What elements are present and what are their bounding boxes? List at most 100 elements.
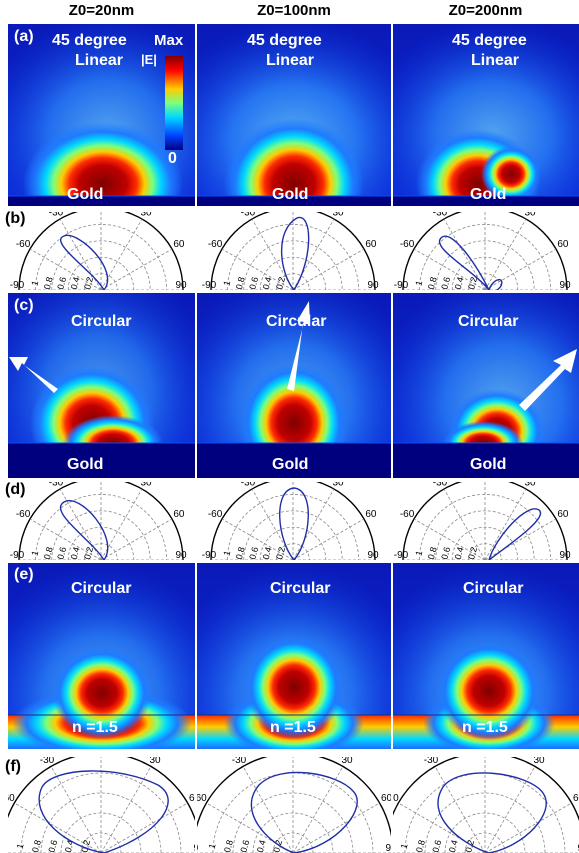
polar-outer-ring	[210, 212, 376, 290]
polar-grid-spoke	[434, 766, 486, 853]
emission-direction-arrow-icon	[519, 349, 577, 411]
polar-grid-spoke	[443, 488, 486, 560]
polar-angle-label: 90	[193, 843, 195, 853]
polar-outer-ring	[402, 482, 568, 560]
panel-letter-d: (d)	[5, 481, 26, 498]
field-map-e3	[393, 563, 579, 749]
polar-angle-label: 30	[524, 212, 536, 219]
polar-radius-label: 1	[29, 550, 40, 557]
polar-radius-label: 0.4	[261, 546, 274, 560]
polar-grid-spoke	[413, 248, 486, 290]
polar-plot-d2: -90-60-30030609010.80.60.40.2	[197, 482, 391, 560]
polar-radius-label: 0.8	[426, 546, 439, 560]
polar-radius-label: 0.6	[247, 546, 260, 560]
polar-outer-ring	[8, 757, 195, 822]
polar-radius-label: 0.4	[447, 839, 460, 853]
panel-letter-b: (b)	[5, 210, 26, 227]
polar-grid-spoke	[59, 488, 102, 560]
colorbar	[165, 56, 183, 150]
polar-grid-spoke	[484, 218, 527, 290]
colorbar-max-label: Max	[154, 32, 184, 49]
polar-grid-spoke	[484, 802, 572, 853]
polar-radius-label: 1	[207, 843, 218, 850]
substrate-label-a3: Gold	[470, 186, 507, 203]
polar-grid-ring	[435, 240, 535, 290]
polar-radius-label: 0.4	[453, 276, 466, 290]
polar-angle-label: 60	[173, 509, 185, 520]
panel-letter-a: (a)	[14, 28, 34, 45]
pol-label-a1-line1: 45 degree	[52, 32, 127, 49]
polar-grid-spoke	[242, 766, 294, 853]
pol-label-e3: Circular	[463, 580, 524, 597]
pol-label-c1: Circular	[71, 313, 132, 330]
radiation-pattern-curve	[279, 487, 309, 560]
polar-radius-label: 0.4	[255, 839, 268, 853]
polar-radius-label: 0.8	[414, 839, 427, 853]
polar-radius-label: 1	[413, 550, 424, 557]
polar-radius-label: 0.6	[238, 839, 251, 853]
polar-angle-label: -30	[49, 212, 64, 219]
polar-angle-label: -90	[394, 550, 409, 560]
polar-plot-f3: -90-60-30030609010.80.60.40.2	[393, 757, 579, 853]
pol-label-e1: Circular	[71, 580, 132, 597]
polar-angle-label: 60	[557, 239, 569, 250]
polar-angle-label: 30	[140, 212, 152, 219]
pol-label-e2: Circular	[270, 580, 331, 597]
polar-plot-b2: -90-60-30030609010.80.60.40.2	[197, 212, 391, 290]
polar-angle-label: 60	[573, 793, 579, 804]
polar-outer-ring	[18, 212, 184, 290]
field-map-a2	[197, 24, 391, 206]
polar-grid-spoke	[484, 518, 557, 560]
polar-angle-label: 90	[175, 280, 187, 290]
polar-radius-label: 0.4	[69, 276, 82, 290]
polar-grid-ring	[232, 792, 354, 853]
substrate-label-c1: Gold	[67, 456, 104, 473]
polar-angle-label: -30	[241, 482, 256, 489]
polar-grid-ring	[272, 832, 314, 853]
polar-angle-label: 90	[367, 550, 379, 560]
polar-radius-label: 0.8	[426, 276, 439, 290]
polar-grid-spoke	[292, 518, 365, 560]
polar-plot-d3: -90-60-30030609010.80.60.40.2	[393, 482, 579, 560]
polar-grid-spoke	[100, 766, 152, 853]
polar-angle-label: 90	[559, 280, 571, 290]
polar-radius-label: 0.2	[274, 546, 287, 560]
polar-grid-spoke	[59, 218, 102, 290]
polar-radius-label: 0.6	[247, 276, 260, 290]
field-map-a3	[393, 24, 579, 206]
polar-grid-spoke	[29, 248, 102, 290]
colorbar-min-label: 0	[168, 150, 177, 167]
polar-radius-label: 0.2	[82, 546, 95, 560]
polar-angle-label: 30	[533, 757, 545, 766]
polar-radius-label: 0.4	[69, 546, 82, 560]
field-map-c2	[197, 293, 391, 478]
polar-grid-spoke	[100, 218, 143, 290]
panel-letter-f: (f)	[5, 758, 21, 775]
polar-angle-label: 90	[175, 550, 187, 560]
polar-angle-label: 60	[365, 239, 377, 250]
polar-grid-spoke	[100, 248, 173, 290]
polar-angle-label: -60	[208, 509, 223, 520]
polar-angle-label: -30	[40, 757, 55, 766]
polar-outer-ring	[18, 482, 184, 560]
polar-radius-label: 0.6	[439, 276, 452, 290]
polar-angle-label: 30	[149, 757, 161, 766]
polar-angle-label: 90	[385, 843, 391, 853]
polar-radius-label: 0.4	[453, 546, 466, 560]
polar-angle-label: -30	[433, 482, 448, 489]
polar-radius-label: 0.8	[222, 839, 235, 853]
polar-radius-label: 0.2	[466, 546, 479, 560]
polar-outer-ring	[197, 757, 391, 838]
column-header-3: Z0=200nm	[448, 2, 523, 19]
substrate-label-e2: n =1.5	[270, 719, 316, 736]
polar-angle-label: -30	[241, 212, 256, 219]
pol-label-c3: Circular	[458, 313, 519, 330]
field-map-e2	[197, 563, 391, 749]
polar-angle-label: 60	[173, 239, 185, 250]
polar-angle-label: 60	[557, 509, 569, 520]
polar-radius-label: 0.2	[82, 276, 95, 290]
polar-angle-label: -60	[208, 239, 223, 250]
radiation-pattern-curve	[438, 235, 503, 290]
polar-radius-label: 0.8	[42, 546, 55, 560]
polar-radius-label: 1	[413, 280, 424, 287]
